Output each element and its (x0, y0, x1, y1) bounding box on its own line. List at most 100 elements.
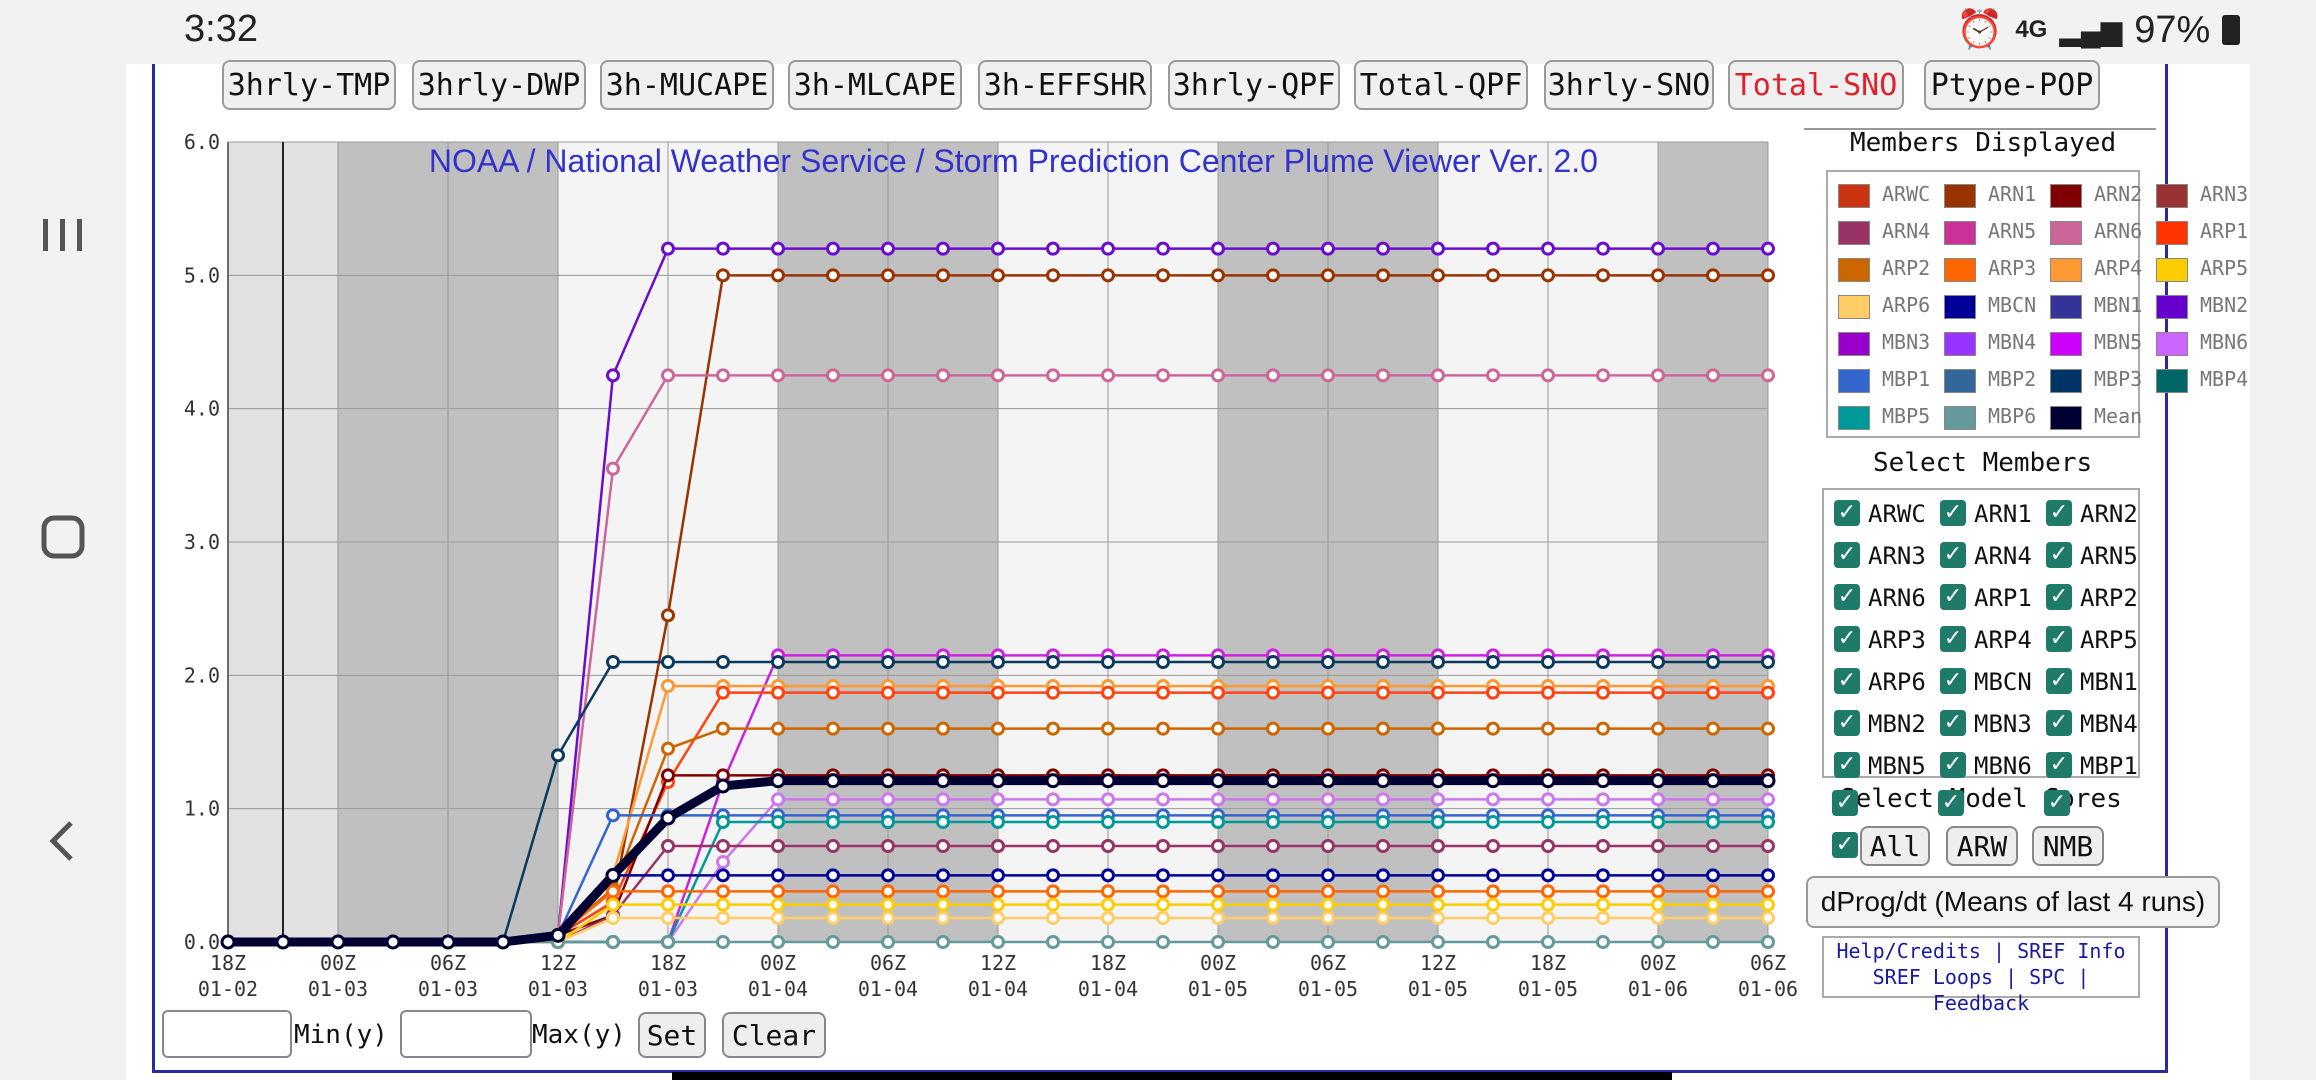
member-checkbox-arn4[interactable]: ✓ (1940, 542, 1966, 568)
feedback-link[interactable]: Feedback (1932, 991, 2030, 1015)
series-point-arp1 (771, 685, 785, 700)
series-point-mbn2 (1651, 241, 1665, 256)
tab-3hrly-tmp[interactable]: 3hrly-TMP (222, 60, 396, 110)
legend-swatch (2050, 258, 2082, 282)
min-y-input[interactable] (162, 1010, 292, 1058)
member-checkbox-arn1[interactable]: ✓ (1940, 500, 1966, 526)
member-checkbox-arp3[interactable]: ✓ (1834, 626, 1860, 652)
member-checkbox-mbp4[interactable]: ✓ (2044, 790, 2070, 816)
help-credits-link[interactable]: Help/Credits (1836, 939, 1981, 963)
series-point-mbn2 (1486, 241, 1500, 256)
set-button[interactable]: Set (638, 1012, 706, 1058)
page-frame (152, 64, 2168, 1073)
member-checkbox-mbn6[interactable]: ✓ (1940, 752, 1966, 778)
series-point-arp3 (661, 884, 675, 899)
member-checkbox-arp6[interactable]: ✓ (1834, 668, 1860, 694)
member-checkbox-mbp2[interactable]: ✓ (1832, 790, 1858, 816)
member-checkbox-arn3[interactable]: ✓ (1834, 542, 1860, 568)
member-checkbox-mbn3[interactable]: ✓ (1940, 710, 1966, 736)
home-icon (41, 515, 85, 559)
series-point-mean (605, 867, 621, 883)
member-checkbox-arn2[interactable]: ✓ (2046, 500, 2072, 526)
member-checkbox-mbn4[interactable]: ✓ (2046, 710, 2072, 736)
series-point-mbcn (826, 868, 840, 883)
series-point-mbp1 (606, 808, 620, 823)
series-point-arp2 (936, 721, 950, 736)
tab-total-qpf[interactable]: Total-QPF (1354, 60, 1528, 110)
series-point-arp5 (936, 897, 950, 912)
member-checkbox-mbp5[interactable]: ✓ (1832, 832, 1858, 858)
series-point-arp1 (1596, 685, 1610, 700)
page-edge (672, 1072, 1672, 1080)
legend-swatch (1838, 184, 1870, 208)
dprog-button[interactable]: dProg/dt (Means of last 4 runs) (1806, 876, 2220, 928)
member-checkbox-arp5[interactable]: ✓ (2046, 626, 2072, 652)
series-point-arn1 (936, 268, 950, 283)
series-point-arn4 (1321, 839, 1335, 853)
series-point-mbn2 (606, 368, 620, 383)
series-point-arn6 (1651, 368, 1665, 383)
home-button[interactable] (18, 492, 108, 582)
series-point-mbp6 (771, 935, 785, 949)
member-checkbox-arp1[interactable]: ✓ (1940, 584, 1966, 610)
series-point-arp2 (716, 721, 730, 736)
link-separator: | (2005, 965, 2018, 989)
member-checkbox-arn5[interactable]: ✓ (2046, 542, 2072, 568)
tab-3hrly-sno[interactable]: 3hrly-SNO (1544, 60, 1714, 110)
series-point-arp5 (1266, 897, 1280, 912)
tab-total-sno[interactable]: Total-SNO (1728, 60, 1904, 110)
sref-loops-link[interactable]: SREF Loops (1872, 965, 1994, 989)
series-point-arp3 (1156, 884, 1170, 899)
series-point-mean (1650, 773, 1666, 789)
series-point-arp6 (881, 911, 895, 925)
max-y-input[interactable] (400, 1010, 532, 1058)
series-point-mbp6 (1706, 935, 1720, 949)
series-point-mbp6 (1486, 935, 1500, 949)
series-point-arn4 (1651, 839, 1665, 853)
legend-label: MBCN (1988, 293, 2037, 317)
member-checkbox-label: MBN4 (2080, 710, 2138, 738)
tab-3hrly-qpf[interactable]: 3hrly-QPF (1168, 60, 1340, 110)
member-checkbox-arn6[interactable]: ✓ (1834, 584, 1860, 610)
nav-bar (0, 0, 126, 1080)
series-point-mbp6 (661, 935, 675, 949)
series-point-arp2 (1486, 721, 1500, 736)
series-point-mbn6 (1541, 792, 1555, 807)
legend-swatch (1944, 295, 1976, 319)
series-point-mbcn (991, 868, 1005, 883)
back-button[interactable] (18, 796, 108, 886)
core-button-nmb[interactable]: NMB (2032, 826, 2104, 866)
plume-chart[interactable]: 0.01.02.03.04.05.06.018Z01-0200Z01-0306Z… (164, 128, 1804, 1008)
clear-button[interactable]: Clear (722, 1012, 826, 1058)
member-checkbox-arp2[interactable]: ✓ (2046, 584, 2072, 610)
member-checkbox-mbn1[interactable]: ✓ (2046, 668, 2072, 694)
series-point-mbn6 (1211, 792, 1225, 807)
core-button-arw[interactable]: ARW (1946, 826, 2018, 866)
legend-swatch (2050, 406, 2082, 430)
series-point-arn1 (1761, 268, 1775, 283)
member-checkbox-mbn5[interactable]: ✓ (1834, 752, 1860, 778)
member-checkbox-mbcn[interactable]: ✓ (1940, 668, 1966, 694)
series-point-mean (715, 778, 731, 794)
tab-3h-mlcape[interactable]: 3h-MLCAPE (788, 60, 962, 110)
tab-3h-effshr[interactable]: 3h-EFFSHR (978, 60, 1152, 110)
series-point-mbp6 (1266, 935, 1280, 949)
recent-apps-button[interactable] (18, 190, 108, 280)
tab-3h-mucape[interactable]: 3h-MUCAPE (600, 60, 774, 110)
tab-3hrly-dwp[interactable]: 3hrly-DWP (412, 60, 586, 110)
member-checkbox-mbn2[interactable]: ✓ (1834, 710, 1860, 736)
sref-info-link[interactable]: SREF Info (2017, 939, 2126, 963)
tab-ptype-pop[interactable]: Ptype-POP (1924, 60, 2100, 110)
series-point-arn1 (881, 268, 895, 283)
member-checkbox-arwc[interactable]: ✓ (1834, 500, 1860, 526)
core-button-all[interactable]: All (1860, 826, 1930, 866)
member-checkbox-arp4[interactable]: ✓ (1940, 626, 1966, 652)
series-point-mbp6 (1211, 935, 1225, 949)
member-checkbox-mbp3[interactable]: ✓ (1938, 790, 1964, 816)
series-point-mean (1540, 773, 1556, 789)
legend-label: ARN6 (2094, 219, 2143, 243)
spc-link[interactable]: SPC (2029, 965, 2066, 989)
legend-swatch (1838, 258, 1870, 282)
member-checkbox-mbp1[interactable]: ✓ (2046, 752, 2072, 778)
legend-swatch (2156, 295, 2188, 319)
